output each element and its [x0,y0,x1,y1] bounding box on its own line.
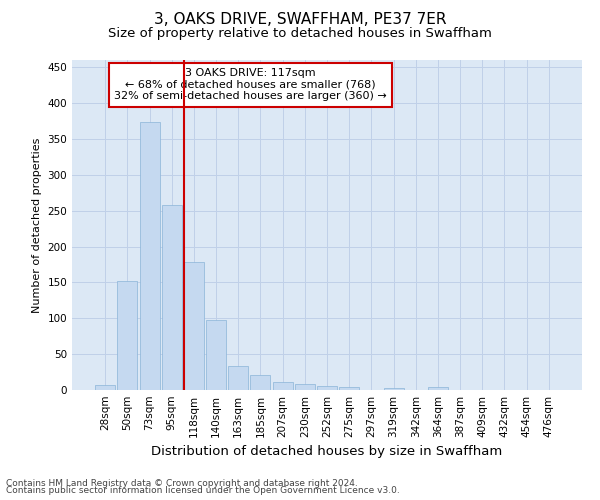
Text: Size of property relative to detached houses in Swaffham: Size of property relative to detached ho… [108,28,492,40]
Text: Contains public sector information licensed under the Open Government Licence v3: Contains public sector information licen… [6,486,400,495]
Bar [118,281,137,390]
Text: Contains HM Land Registry data © Crown copyright and database right 2024.: Contains HM Land Registry data © Crown c… [6,478,358,488]
Bar [272,382,293,390]
X-axis label: Distribution of detached houses by size in Swaffham: Distribution of detached houses by size … [151,446,503,458]
Bar [228,366,248,390]
Text: 3 OAKS DRIVE: 117sqm
← 68% of detached houses are smaller (768)
32% of semi-deta: 3 OAKS DRIVE: 117sqm ← 68% of detached h… [114,68,387,102]
Bar [428,387,448,390]
Bar [206,320,226,390]
Text: 3, OAKS DRIVE, SWAFFHAM, PE37 7ER: 3, OAKS DRIVE, SWAFFHAM, PE37 7ER [154,12,446,28]
Y-axis label: Number of detached properties: Number of detached properties [32,138,42,312]
Bar [95,385,115,390]
Bar [184,262,204,390]
Bar [295,384,315,390]
Bar [250,375,271,390]
Bar [383,388,404,390]
Bar [140,122,160,390]
Bar [317,386,337,390]
Bar [339,387,359,390]
Bar [162,205,182,390]
